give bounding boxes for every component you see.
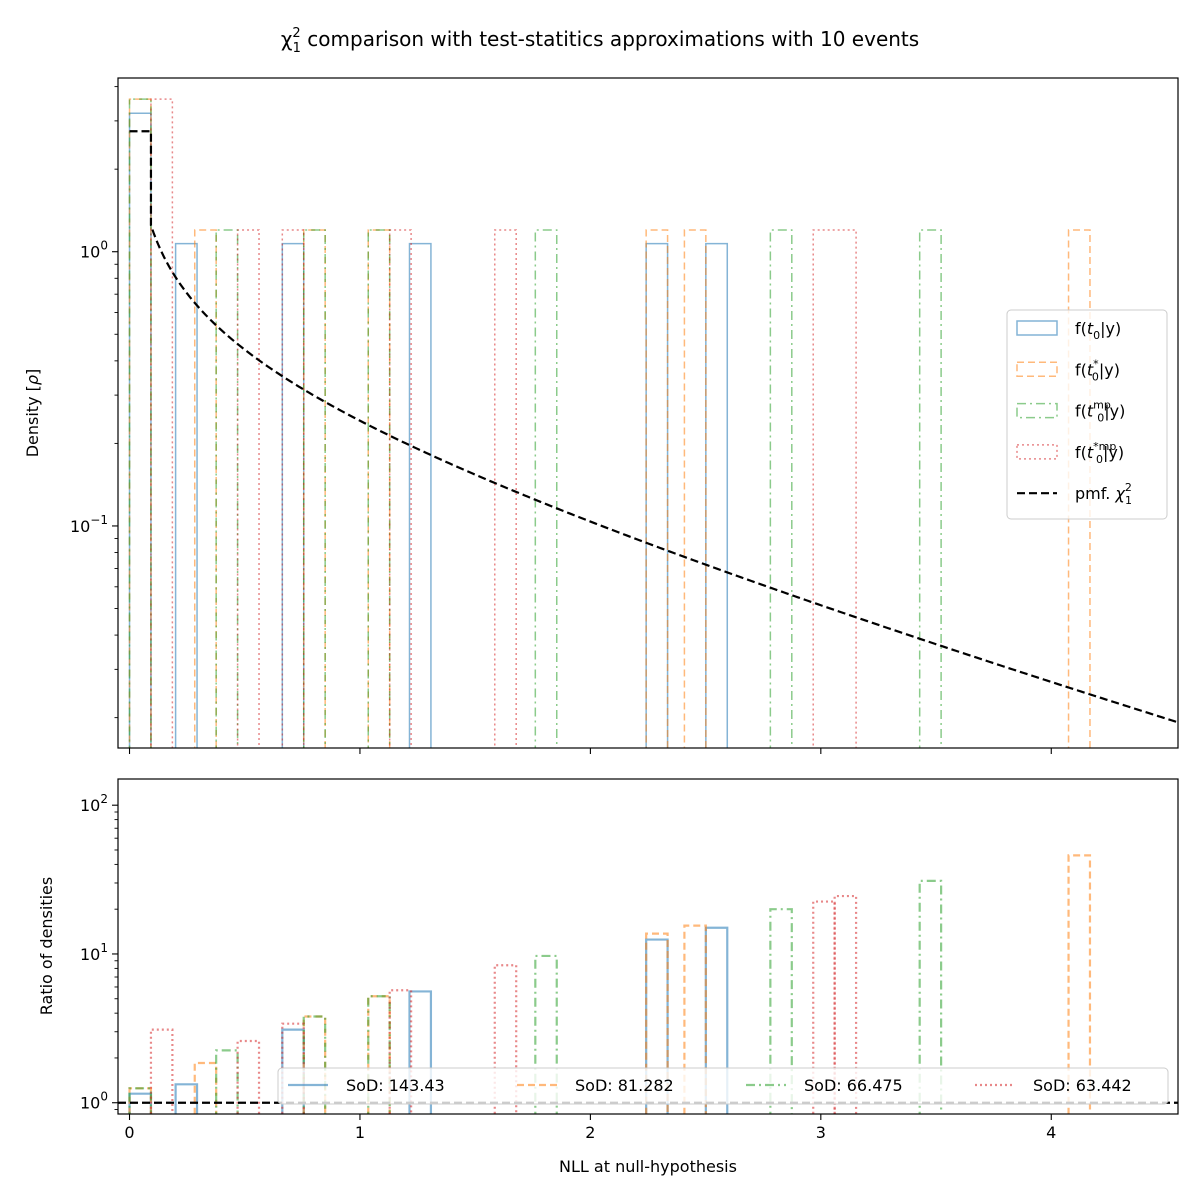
top-legend-label-0: f(t0|y) [1075,319,1121,342]
bottom-x-tick-label-3: 3 [816,1123,826,1142]
top-legend-swatch-1 [1016,361,1058,378]
top-y-tick-label-1: 10−1 [70,513,108,536]
top-legend-swatch-0 [1016,320,1058,336]
bottom-panel: 0 1 2 3 4 100 101 102 Ratio of densities NLL a… [37,778,1179,1176]
top-y-axis-label: Density [ρ] [23,369,42,458]
top-legend-item-4: pmf. χ2 1 [1017,481,1132,507]
bottom-bar-series-2-bin-1 [215,1049,239,1114]
top-bar-series-1-bin-6 [1067,229,1091,748]
bottom-bar-series-1-bin-1 [193,1061,218,1114]
title-chi: χ [281,27,293,51]
bottom-legend-item-3: SoD: 63.442 [975,1076,1132,1095]
top-legend-label-4: pmf. χ2 1 [1075,481,1132,507]
bottom-y-axis-label: Ratio of densities [37,877,56,1016]
top-legend-box [1006,309,1168,520]
bottom-bar-series-3-bin-4 [493,964,518,1114]
bottom-legend-label-3: SoD: 63.442 [1033,1076,1132,1095]
bottom-x-tick-label-2: 2 [585,1123,595,1142]
bottom-bar-series-1-bin-6 [1067,854,1092,1114]
bottom-x-axis-label: NLL at null-hypothesis [559,1157,737,1176]
top-bar-series-3-bin-0 [150,98,174,748]
title-rest: comparison with test-statitics approxima… [301,27,919,51]
top-bar-series-2-bin-0 [128,98,152,748]
top-legend-swatch-2 [1016,402,1058,419]
bottom-y-tick-label-1: 101 [80,941,108,964]
top-bar-series-2-bin-4 [534,229,558,748]
bottom-x-tick-label-1: 1 [355,1123,365,1142]
bottom-legend: SoD: 143.43 SoD: 81.282 SoD: 66.475 SoD: 63… [277,1067,1169,1105]
bottom-y-tick-label-0: 100 [80,1090,108,1113]
top-bar-series-3-bin-1 [236,229,260,748]
bottom-bar-series-2-bin-6 [918,879,943,1114]
bottom-x-tick-label-4: 4 [1046,1123,1056,1142]
bottom-bar-series-0-bin-4 [645,938,669,1114]
bottom-bar-series-1-bin-4 [645,932,669,1114]
top-legend-label-3: f(t*mp 0|y) [1075,440,1124,466]
bottom-legend-item-1: SoD: 81.282 [517,1076,674,1095]
bottom-legend-label-2: SoD: 66.475 [804,1076,903,1095]
bottom-legend-label-0: SoD: 143.43 [346,1076,445,1095]
bottom-bar-series-2-bin-4 [534,954,558,1114]
top-bar-series-3-bin-3 [388,229,412,748]
top-bar-series-1-bin-5 [683,229,707,748]
top-bar-series-2-bin-1 [215,229,239,748]
bottom-legend-label-1: SoD: 81.282 [575,1076,674,1095]
top-y-ticks: 100 10−1 [70,86,118,719]
bottom-x-tick-label-0: 0 [124,1123,134,1142]
top-legend-item-0: f(t0|y) [1016,319,1121,342]
top-y-tick-label-0: 100 [80,239,108,262]
bottom-bar-series-3-bin-6 [833,894,858,1114]
top-bar-series-2-bin-5 [769,229,793,748]
top-bar-series-2-bin-2 [302,229,326,748]
chart-title: χ2 1 comparison with test-statitics appro… [281,26,919,56]
top-bar-series-1-bin-1 [193,229,217,748]
bottom-bar-series-0-bin-0 [128,1092,153,1114]
top-legend-item-2: f(tmp 0|y) [1016,399,1125,425]
bottom-x-ticks: 0 1 2 3 4 [124,1114,1056,1142]
bottom-bar-series-2-bin-5 [769,908,793,1114]
bottom-axes-frame [117,778,1179,1115]
top-legend-item-3: f(t*mp 0|y) [1016,440,1124,466]
title-superscript: 2 [292,26,300,41]
bottom-bar-series-0-bin-1 [174,1083,199,1114]
top-bar-series-2-bin-6 [918,229,942,748]
top-legend-swatch-3 [1016,444,1058,460]
top-bar-series-3-bin-2 [281,229,305,748]
bottom-bar-series-1-bin-5 [683,924,707,1114]
top-legend-item-1: f(t* 0|y) [1016,357,1120,383]
top-bar-series-0-bin-3 [408,242,432,748]
bottom-bar-series-0-bin-5 [704,926,729,1114]
top-bar-series-2-bin-3 [367,229,391,748]
top-x-ticks [128,748,1052,754]
bottom-legend-box [277,1067,1169,1105]
bottom-legend-item-2: SoD: 66.475 [746,1076,903,1095]
reference-curve [129,130,1178,724]
reference-curve-group [129,130,1178,724]
bottom-y-tick-label-2: 102 [80,792,108,815]
top-bar-series-3-bin-4 [494,229,517,748]
top-bar-series-3-bin-5 [812,229,857,748]
top-bar-series-1-bin-4 [645,229,669,748]
title-subscript: 1 [293,41,301,56]
top-panel: 100 10−1 Density [ρ] f(t0|y) f(t* 0|y) f(tmp… [23,77,1179,754]
bottom-y-ticks: 100 101 102 [80,792,118,1113]
bottom-bar-series-3-bin-0 [149,1028,174,1114]
bottom-legend-item-0: SoD: 143.43 [288,1076,445,1095]
top-legend-label-1: f(t* 0|y) [1075,357,1120,383]
top-legend-label-2: f(tmp 0|y) [1075,399,1125,425]
bottom-bar-series-2-bin-0 [128,1087,153,1114]
top-legend: f(t0|y) f(t* 0|y) f(tmp 0|y) f(t*mp 0|y) pmf. χ… [1006,309,1168,520]
bottom-bar-series-3-bin-2 [281,1022,305,1114]
top-histograms [128,98,1091,748]
top-axes-frame [117,77,1179,749]
top-bar-series-0-bin-1 [174,242,198,748]
